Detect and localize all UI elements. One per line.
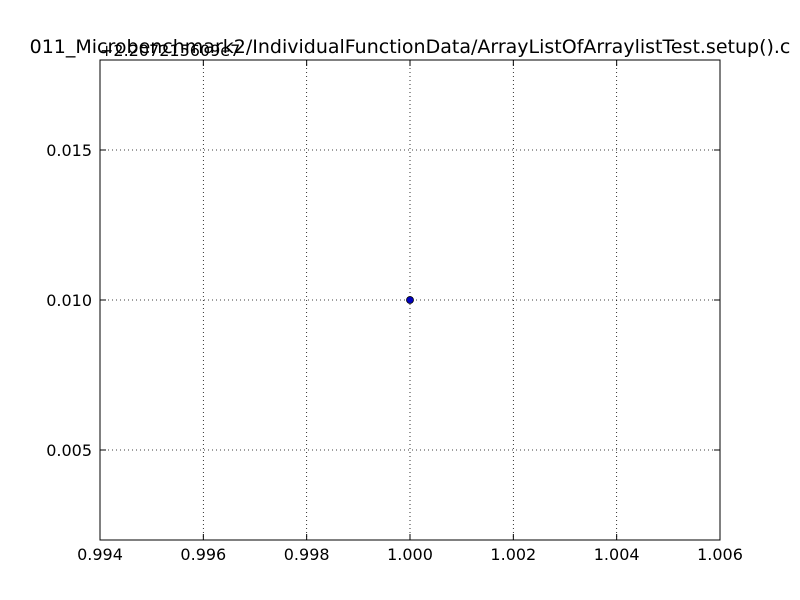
data-point: [406, 296, 414, 304]
x-tick-label: 1.006: [697, 545, 743, 564]
x-tick-label: 1.002: [490, 545, 536, 564]
y-offset-label: +2.207215609e7: [100, 41, 240, 60]
plot-frame: [99, 59, 721, 541]
y-tick-label: 0.015: [46, 141, 92, 160]
x-tick-label: 1.004: [594, 545, 640, 564]
y-ticks: 0.005 0.010 0.015: [46, 141, 720, 460]
x-tick-label: 0.996: [180, 545, 226, 564]
x-tick-label: 1.000: [387, 545, 433, 564]
x-tick-label: 0.994: [77, 545, 123, 564]
x-tick-label: 0.998: [284, 545, 330, 564]
data-points: [406, 296, 414, 304]
x-ticks: 0.994 0.996 0.998 1.000 1.002 1.004 1.006: [77, 60, 743, 564]
y-tick-label: 0.010: [46, 291, 92, 310]
chart-title: 011_Microbenchmark2/IndividualFunctionDa…: [30, 36, 791, 58]
y-tick-label: 0.005: [46, 441, 92, 460]
